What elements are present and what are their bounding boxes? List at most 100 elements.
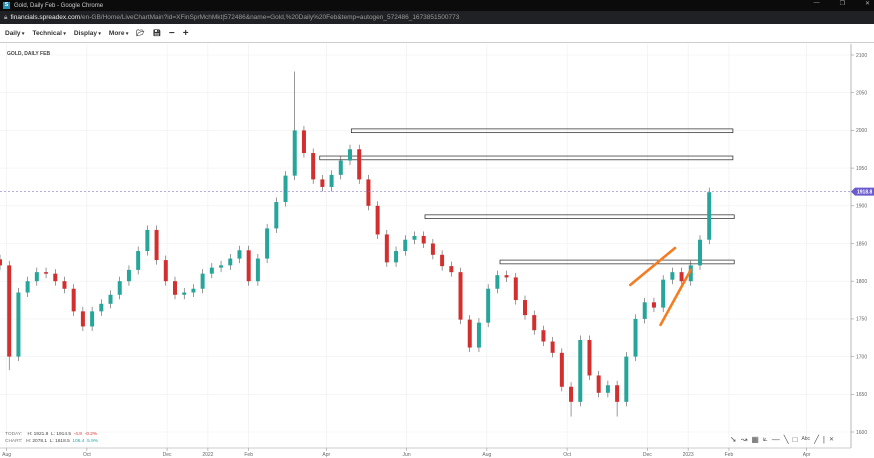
chart-title: GOLD, DAILY FEB	[7, 51, 50, 57]
trend-line-icon[interactable]: ╲	[783, 434, 789, 444]
candle	[274, 202, 279, 229]
candle	[62, 281, 67, 289]
y-tick-label: 1800	[856, 279, 867, 285]
zoom-out-icon[interactable]: −	[168, 27, 175, 39]
candle	[605, 385, 610, 393]
close-icon[interactable]: ✕	[828, 436, 834, 443]
candle	[301, 130, 306, 154]
candle	[200, 273, 205, 289]
candle	[191, 288, 196, 293]
candle	[486, 288, 491, 323]
candle	[467, 319, 472, 348]
y-tick-label: 1600	[856, 430, 867, 436]
save-icon[interactable]: 💾︎	[152, 30, 161, 37]
arrow-icon[interactable]: ➘	[730, 434, 737, 444]
candle	[550, 341, 555, 353]
x-tick-label: Oct	[563, 452, 571, 458]
maximize-icon[interactable]: ❐	[839, 1, 845, 7]
chart-change: 106.4	[72, 439, 85, 444]
trend-line	[628, 246, 677, 287]
candle	[633, 318, 638, 357]
display-menu[interactable]: Display	[74, 30, 101, 37]
candle	[44, 272, 49, 274]
curve-icon[interactable]: ↝	[740, 434, 748, 444]
candle	[366, 179, 371, 206]
zoom-in-icon[interactable]: +	[182, 27, 189, 39]
x-tick-label: Aug	[482, 452, 491, 458]
x-tick-label: Dec	[643, 452, 652, 458]
candle	[698, 239, 702, 266]
x-tick-label: Apr	[322, 452, 330, 458]
fibonacci-icon[interactable]: ▦	[751, 434, 759, 444]
candle	[163, 260, 168, 282]
window-title: Gold, Daily Feb - Google Chrome	[14, 2, 104, 9]
candle	[117, 281, 122, 295]
candle	[136, 251, 141, 270]
address-bar[interactable]: 🔒︎ financials.spreadex.com/en-GB/Home/Li…	[0, 11, 874, 24]
candle	[449, 266, 454, 273]
chart-label: CHART:	[5, 439, 23, 444]
price-tag	[851, 187, 874, 196]
candle	[25, 281, 30, 293]
candle	[384, 234, 389, 263]
technical-menu[interactable]: Technical	[32, 30, 65, 37]
candle	[495, 275, 500, 289]
candle	[209, 267, 214, 274]
interval-menu[interactable]: Daily	[5, 30, 24, 37]
y-tick-label: 1850	[856, 241, 867, 247]
candle	[173, 281, 177, 295]
open-folder-icon[interactable]: 📂︎	[136, 30, 145, 37]
candle	[292, 130, 297, 176]
candle	[651, 302, 656, 308]
horizontal-line-icon[interactable]: —	[771, 434, 780, 444]
candle	[532, 315, 537, 331]
candle	[154, 229, 159, 261]
candle	[0, 259, 2, 266]
more-menu[interactable]: More	[109, 30, 128, 37]
candle	[311, 153, 316, 180]
y-tick-label: 1950	[856, 166, 867, 172]
candle	[504, 275, 509, 278]
candle	[182, 292, 187, 295]
candle	[108, 294, 113, 304]
candle	[707, 192, 712, 240]
y-tick-label: 1700	[856, 354, 867, 360]
candle	[34, 272, 39, 282]
rectangle-icon[interactable]: □	[792, 434, 798, 444]
chart-high: H: 2078.1	[26, 439, 48, 444]
pen-icon[interactable]: ╱	[814, 434, 819, 444]
candle	[412, 235, 417, 240]
candle	[403, 239, 408, 252]
candle	[228, 258, 233, 266]
fan-icon[interactable]: ⟀	[762, 434, 768, 443]
minimize-icon[interactable]: —	[813, 0, 820, 6]
close-window-icon[interactable]: ✕	[864, 1, 870, 7]
candle	[145, 229, 150, 252]
candle	[71, 288, 76, 312]
chart-percent: 5.9%	[87, 439, 99, 444]
candle	[219, 265, 224, 268]
x-tick-label: Jun	[403, 452, 411, 458]
y-tick-label: 1900	[856, 204, 867, 210]
today-percent: -0.2%	[84, 432, 98, 437]
resistance-zone	[319, 155, 734, 161]
price-chart[interactable]: GOLD, DAILY FEB 1600 1650 1700 1750 1800 1850…	[0, 44, 874, 458]
x-tick-label: Apr	[803, 452, 811, 458]
chart-low: L: 1618.5	[49, 439, 70, 444]
candle	[642, 302, 647, 319]
separator: |	[822, 434, 825, 444]
candle	[7, 265, 12, 357]
candle	[587, 340, 592, 376]
y-tick-label: 1650	[856, 392, 867, 398]
candle	[255, 258, 260, 282]
candle	[513, 277, 518, 301]
url-path: /en-GB/Home/LiveChartMain?id=XFinSprMchM…	[80, 14, 460, 21]
candle	[357, 149, 362, 180]
candle	[90, 311, 95, 327]
chart-toolbar: Daily Technical Display More 📂︎ 💾︎ − +	[0, 24, 874, 43]
window-titlebar: S Gold, Daily Feb - Google Chrome — ❐ ✕	[0, 0, 874, 11]
candle	[348, 149, 352, 161]
text-icon[interactable]: Abc	[801, 436, 811, 442]
resistance-zone	[350, 128, 734, 134]
candle	[541, 330, 546, 342]
